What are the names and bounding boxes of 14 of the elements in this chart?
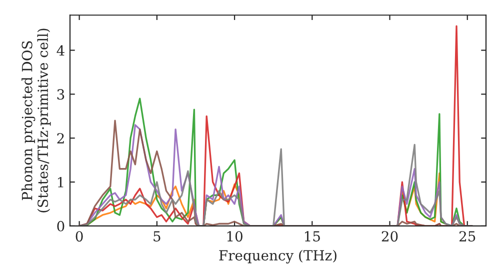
x-tick-label: 15 (305, 231, 320, 242)
y-tick-label: 4 (56, 45, 64, 56)
line-series (78, 144, 473, 226)
y-tick-label: 1 (58, 177, 64, 188)
x-tick-label: 10 (227, 231, 242, 242)
x-tick-label: 20 (382, 231, 398, 242)
y-tick-label: 0 (57, 220, 64, 232)
x-tick-label: 5 (154, 231, 160, 242)
x-axis-title: Frequency (THz) (219, 250, 336, 264)
y-axis-title: Phonon projected DOS (States/THz·primitive cell) (22, 28, 51, 212)
x-tick-label: 0 (76, 231, 83, 242)
x-tick-label: 25 (459, 231, 476, 242)
y-tick-label: 3 (57, 89, 64, 100)
y-tick-label: 2 (57, 133, 64, 144)
